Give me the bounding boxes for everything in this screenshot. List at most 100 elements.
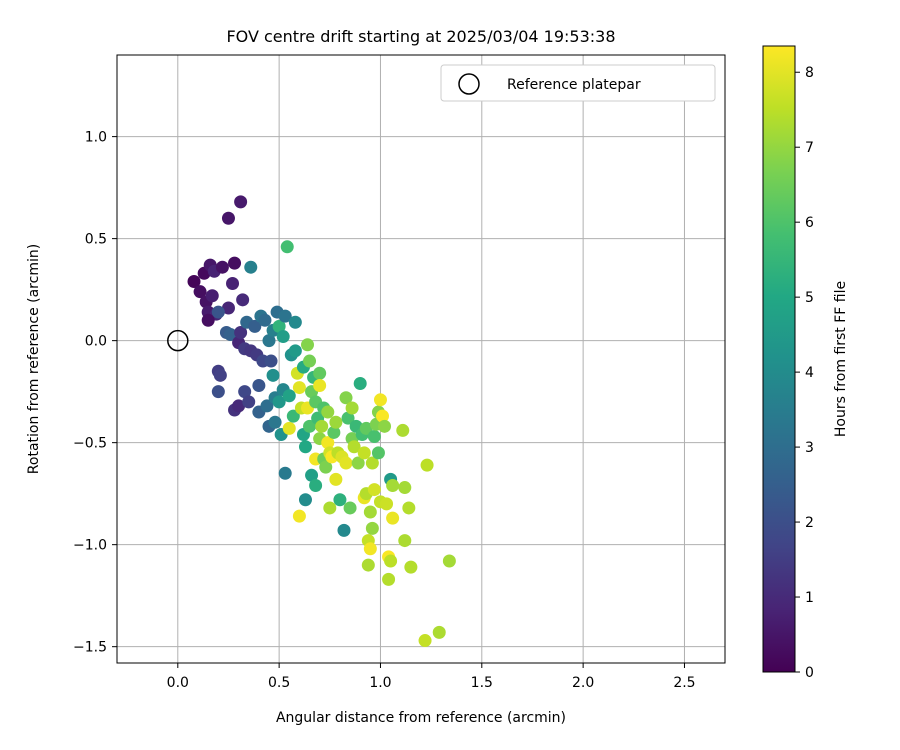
y-tick-label: 1.0 — [85, 130, 107, 146]
scatter-point — [228, 256, 242, 270]
scatter-point — [365, 521, 379, 535]
scatter-point — [359, 421, 373, 435]
y-tick-label: 0.0 — [85, 334, 107, 350]
scatter-point — [213, 368, 227, 382]
scatter-point — [313, 366, 327, 380]
scatter-point — [221, 211, 235, 225]
scatter-point — [264, 354, 278, 368]
scatter-point — [357, 446, 371, 460]
scatter-point — [329, 415, 343, 429]
scatter-point — [272, 395, 286, 409]
scatter-point — [361, 558, 375, 572]
scatter-point — [353, 376, 367, 390]
scatter-point — [305, 468, 319, 482]
y-tick-label: −1.5 — [73, 640, 107, 656]
scatter-point — [343, 501, 357, 515]
y-axis-label: Rotation from reference (arcmin) — [26, 244, 42, 474]
x-tick-label: 0.0 — [167, 675, 189, 691]
x-axis-label: Angular distance from reference (arcmin) — [276, 710, 566, 726]
scatter-point — [242, 395, 256, 409]
scatter-point — [288, 315, 302, 329]
scatter-point — [363, 542, 377, 556]
scatter-point — [367, 483, 381, 497]
scatter-point — [280, 240, 294, 254]
plot-frame — [116, 54, 726, 664]
scatter-point — [341, 411, 355, 425]
scatter-point — [215, 260, 229, 274]
scatter-point — [234, 325, 248, 339]
scatter-point — [402, 501, 416, 515]
chart-title: FOV centre drift starting at 2025/03/04 … — [226, 27, 615, 46]
scatter-point — [221, 301, 235, 315]
scatter-point — [303, 354, 317, 368]
scatter-point — [333, 493, 347, 507]
scatter-point — [382, 572, 396, 586]
scatter-point — [365, 456, 379, 470]
scatter-point — [292, 381, 306, 395]
colorbar-tick-label: 6 — [805, 215, 814, 231]
scatter-point — [347, 440, 361, 454]
scatter-point — [398, 534, 412, 548]
scatter-point — [211, 305, 225, 319]
scatter-point — [244, 260, 258, 274]
scatter-points — [187, 195, 456, 648]
colorbar-tick-label: 4 — [805, 365, 814, 381]
scatter-point — [278, 466, 292, 480]
scatter-point — [384, 554, 398, 568]
colorbar-tick-label: 7 — [805, 140, 814, 156]
scatter-point — [309, 478, 323, 492]
scatter-point — [323, 501, 337, 515]
legend-box — [440, 64, 716, 102]
scatter-point — [321, 436, 335, 450]
scatter-point — [298, 493, 312, 507]
scatter-point — [404, 560, 418, 574]
scatter-point — [313, 379, 327, 393]
colorbar-tick-label: 0 — [805, 665, 814, 681]
scatter-point — [262, 334, 276, 348]
scatter-point — [282, 389, 296, 403]
scatter-point — [268, 415, 282, 429]
scatter-point — [223, 328, 237, 342]
scatter-point — [432, 625, 446, 639]
scatter-point — [226, 277, 240, 291]
scatter-point — [193, 285, 207, 299]
colorbar-tick-label: 2 — [805, 515, 814, 531]
scatter-point — [236, 293, 250, 307]
y-axis-ticks: 1.0 0.5 0.0 −0.5 −1.0 −1.5 — [73, 130, 117, 656]
plot-area: 0.0 0.5 1.0 1.5 2.0 2.5 1.0 0.5 0.0 −0.5 −1.0 −1.5 — [73, 54, 726, 691]
colorbar-gradient — [762, 45, 796, 673]
legend-entry-reference: Reference platepar — [507, 77, 641, 93]
colorbar-tick-label: 5 — [805, 290, 814, 306]
scatter-point — [363, 505, 377, 519]
scatter-point — [187, 274, 201, 288]
scatter-point — [232, 399, 246, 413]
scatter-point — [276, 330, 290, 344]
scatter-point — [278, 309, 292, 323]
scatter-point — [327, 425, 341, 439]
colorbar-ticks: 0 1 2 3 4 5 6 7 8 — [795, 65, 814, 681]
scatter-point — [258, 313, 272, 327]
scatter-point — [238, 385, 252, 399]
x-tick-label: 0.5 — [268, 675, 290, 691]
y-tick-label: 0.5 — [85, 232, 107, 248]
scatter-point — [288, 344, 302, 358]
scatter-point — [319, 460, 333, 474]
scatter-point — [386, 511, 400, 525]
scatter-point — [272, 319, 286, 333]
scatter-point — [303, 419, 317, 433]
scatter-point — [321, 405, 335, 419]
scatter-point — [378, 419, 392, 433]
colorbar-tick-label: 8 — [805, 65, 814, 81]
scatter-point — [286, 409, 300, 423]
x-tick-label: 2.0 — [572, 675, 594, 691]
reference-platepar-marker — [167, 329, 189, 352]
scatter-point — [292, 509, 306, 523]
legend-marker-icon — [458, 73, 480, 95]
scatter-point — [371, 446, 385, 460]
scatter-point — [252, 379, 266, 393]
scatter-point — [396, 423, 410, 437]
colorbar-tick-label: 1 — [805, 590, 814, 606]
grid-lines — [117, 55, 725, 663]
colorbar-label: Hours from first FF file — [833, 281, 849, 437]
scatter-point — [211, 385, 225, 399]
